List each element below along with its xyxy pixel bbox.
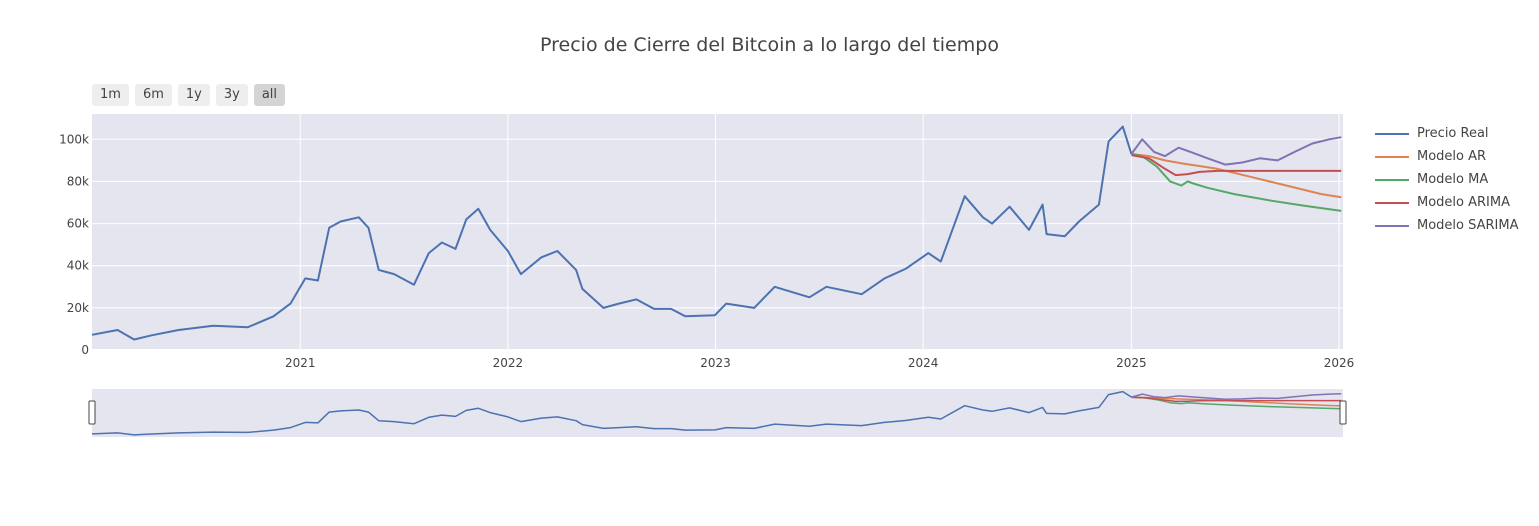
y-tick-label: 60k — [67, 217, 89, 231]
x-tick-label: 2025 — [1116, 356, 1147, 370]
y-axis-ticks: 0 20k 40k 60k 80k 100k — [59, 132, 89, 357]
range-slider-lines — [91, 390, 1342, 436]
legend-item-modelo-sarima[interactable]: Modelo SARIMA — [1375, 214, 1518, 237]
legend-label: Modelo MA — [1417, 172, 1489, 187]
x-tick-label: 2021 — [285, 356, 316, 370]
y-tick-label: 100k — [59, 132, 89, 146]
legend-item-modelo-ar[interactable]: Modelo AR — [1375, 145, 1518, 168]
legend-swatch — [1375, 201, 1409, 204]
range-button-6m[interactable]: 6m — [134, 84, 172, 106]
y-tick-label: 20k — [67, 301, 89, 315]
legend-label: Modelo AR — [1417, 149, 1487, 164]
legend-label: Modelo ARIMA — [1417, 195, 1510, 210]
slider-line-precio-real — [91, 390, 1132, 436]
range-slider-handles[interactable] — [88, 400, 1347, 425]
y-tick-label: 0 — [81, 343, 89, 357]
range-button-all[interactable]: all — [253, 84, 286, 106]
x-tick-label: 2022 — [493, 356, 524, 370]
legend-label: Precio Real — [1417, 126, 1489, 141]
series-line-modelo-sarima — [1130, 136, 1342, 166]
series-line-modelo-arima — [1131, 154, 1342, 177]
range-button-1m[interactable]: 1m — [92, 84, 129, 106]
range-button-3y[interactable]: 3y — [215, 84, 248, 106]
legend: Precio Real Modelo AR Modelo MA Modelo A… — [1375, 122, 1518, 237]
legend-item-precio-real[interactable]: Precio Real — [1375, 122, 1518, 145]
x-axis-ticks: 2021 2022 2023 2024 2025 2026 — [285, 356, 1354, 370]
y-tick-label: 80k — [67, 174, 89, 188]
series-lines — [91, 125, 1342, 341]
chart-title: Precio de Cierre del Bitcoin a lo largo … — [540, 34, 999, 56]
plot-area — [92, 114, 1343, 350]
y-tick-label: 40k — [67, 259, 89, 273]
x-tick-label: 2026 — [1324, 356, 1355, 370]
slider-handle-right[interactable] — [1339, 400, 1347, 425]
slider-line-modelo-arima — [1131, 396, 1342, 403]
x-tick-label: 2024 — [908, 356, 939, 370]
slider-line-modelo-sarima — [1131, 392, 1342, 401]
range-button-1y[interactable]: 1y — [177, 84, 210, 106]
series-line-modelo-ar — [1131, 153, 1342, 199]
x-tick-label: 2023 — [700, 356, 731, 370]
legend-swatch — [1375, 132, 1409, 135]
legend-swatch — [1375, 224, 1409, 227]
range-selector: 1m 6m 1y 3y all — [92, 84, 291, 106]
slider-handle-left[interactable] — [88, 400, 96, 425]
legend-label: Modelo SARIMA — [1417, 218, 1519, 233]
legend-item-modelo-arima[interactable]: Modelo ARIMA — [1375, 191, 1518, 214]
series-line-precio-real — [91, 125, 1133, 341]
legend-swatch — [1375, 178, 1409, 181]
series-line-modelo-ma — [1131, 153, 1342, 212]
legend-swatch — [1375, 155, 1409, 158]
legend-item-modelo-ma[interactable]: Modelo MA — [1375, 168, 1518, 191]
